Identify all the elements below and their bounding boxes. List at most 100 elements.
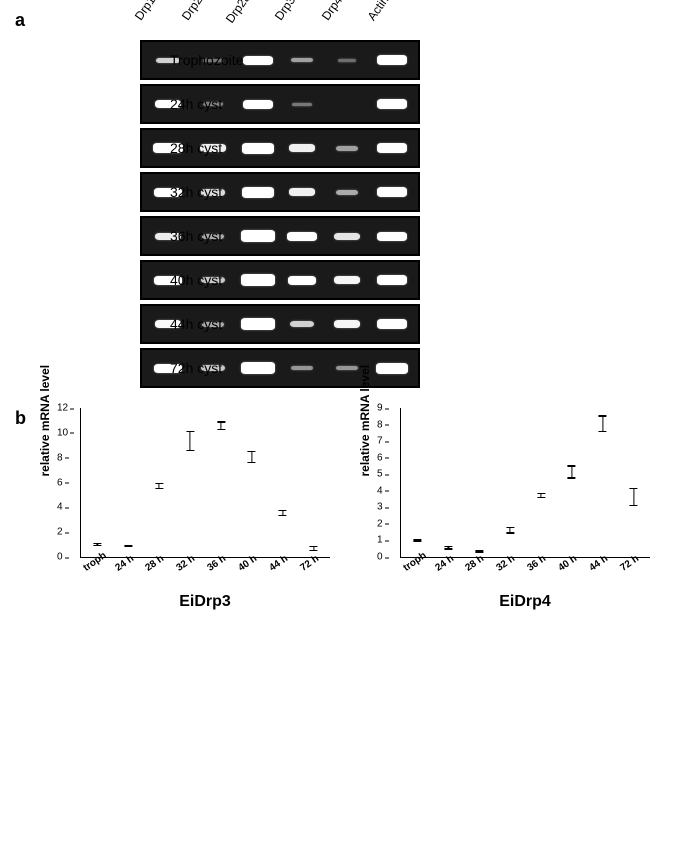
gel-lane: [280, 306, 325, 342]
error-bar: [128, 545, 129, 547]
gel-row-label: 44h cyst: [170, 316, 256, 332]
gel-lane: [369, 86, 414, 122]
gel-lane: [369, 174, 414, 210]
gel-lane: [280, 130, 325, 166]
gel-row: Trophozoite: [140, 40, 420, 80]
gel-band: [377, 55, 407, 65]
error-bar: [251, 451, 252, 464]
y-tick: 6: [57, 477, 63, 488]
y-tick: 4: [377, 485, 383, 496]
error-bar: [448, 546, 449, 549]
gel-lane: [369, 218, 414, 254]
gel-row-label: 36h cyst: [170, 228, 256, 244]
gel-band: [290, 321, 314, 327]
gel-lane: [280, 262, 325, 298]
gel-lane: [369, 130, 414, 166]
gel-row: 28h cyst: [140, 128, 420, 168]
gel-band: [377, 319, 407, 329]
y-tick: 7: [377, 436, 383, 447]
lane-header: Actin: [359, 0, 409, 39]
chart: relative mRNA level0123456789troph24 h28…: [370, 408, 650, 611]
error-bar: [159, 483, 160, 489]
gel-band: [377, 232, 407, 241]
panel-a-label: a: [15, 10, 25, 31]
gel-lane: [325, 174, 370, 210]
gel-row: 44h cyst: [140, 304, 420, 344]
lane-header: Drp2a: [219, 0, 269, 39]
gel-band: [336, 366, 358, 370]
gel-rows: Trophozoite 24h cyst 28h cyst 32h cyst 36h c…: [140, 40, 420, 388]
gel-band: [292, 103, 312, 106]
gel-band: [291, 366, 313, 370]
gel-lane: [280, 42, 325, 78]
lane-header: Drp1: [126, 0, 176, 39]
chart-title: EiDrp4: [400, 593, 650, 611]
gel-band: [289, 188, 315, 196]
gel-row-label: Trophozoite: [170, 52, 256, 68]
gel-row-label: 40h cyst: [170, 272, 256, 288]
bars-container: [81, 408, 330, 557]
error-bar: [540, 493, 541, 498]
lane-headers: Drp1Drp2Drp2aDrp3Drp4Actin: [140, 10, 420, 38]
gel-band: [287, 232, 317, 241]
gel-lane: [280, 86, 325, 122]
gel-lane: [325, 86, 370, 122]
y-tick: 4: [57, 502, 63, 513]
y-tick: 5: [377, 469, 383, 480]
gel-row: 32h cyst: [140, 172, 420, 212]
panel-b: b relative mRNA level024681012troph24 h2…: [20, 408, 665, 611]
lane-header: Drp4: [313, 0, 363, 39]
y-tick: 10: [57, 427, 68, 438]
y-tick: 2: [57, 527, 63, 538]
y-axis-label: relative mRNA level: [358, 364, 372, 476]
gel-lane: [280, 350, 325, 386]
gel-lane: [369, 350, 414, 386]
gel-lane: [369, 42, 414, 78]
error-bar: [633, 488, 634, 506]
gel-row-label: 32h cyst: [170, 184, 256, 200]
gel-lane: [325, 262, 370, 298]
y-tick: 1: [377, 535, 383, 546]
gel-band: [336, 146, 358, 151]
y-tick: 0: [377, 552, 383, 563]
gel-lane: [325, 306, 370, 342]
gel-row-label: 24h cyst: [170, 96, 256, 112]
lane-header: Drp2: [173, 0, 223, 39]
error-bar: [313, 546, 314, 551]
error-bar: [509, 527, 510, 534]
gel-band: [377, 187, 407, 197]
error-bar: [220, 421, 221, 430]
gel-area: Drp1Drp2Drp2aDrp3Drp4Actin Trophozoite 24…: [140, 10, 420, 388]
y-tick: 12: [57, 403, 68, 414]
y-tick: 9: [377, 403, 383, 414]
x-labels: troph24 h28 h32 h36 h40 h44 h72 h: [80, 558, 330, 569]
y-tick: 3: [377, 502, 383, 513]
gel-band: [338, 59, 356, 62]
y-tick: 0: [57, 552, 63, 563]
gel-band: [336, 190, 358, 195]
gel-lane: [280, 218, 325, 254]
error-bar: [602, 415, 603, 432]
error-bar: [571, 465, 572, 478]
lane-header: Drp3: [266, 0, 316, 39]
gel-lane: [325, 42, 370, 78]
gel-band: [377, 99, 407, 109]
gel-band: [291, 58, 313, 62]
y-tick: 8: [57, 452, 63, 463]
y-axis-label: relative mRNA level: [38, 364, 52, 476]
gel-band: [377, 143, 407, 153]
gel-band: [376, 363, 408, 374]
chart-title: EiDrp3: [80, 593, 330, 611]
y-tick: 2: [377, 518, 383, 529]
y-tick: 8: [377, 419, 383, 430]
error-bar: [189, 431, 190, 451]
gel-lane: [369, 306, 414, 342]
gel-row: 72h cyst: [140, 348, 420, 388]
gel-band: [289, 144, 315, 152]
gel-row: 24h cyst: [140, 84, 420, 124]
gel-band: [334, 233, 360, 240]
gel-lane: [325, 130, 370, 166]
gel-row-label: 28h cyst: [170, 140, 256, 156]
panel-a: a Drp1Drp2Drp2aDrp3Drp4Actin Trophozoite…: [20, 10, 665, 388]
bars-container: [401, 408, 650, 557]
